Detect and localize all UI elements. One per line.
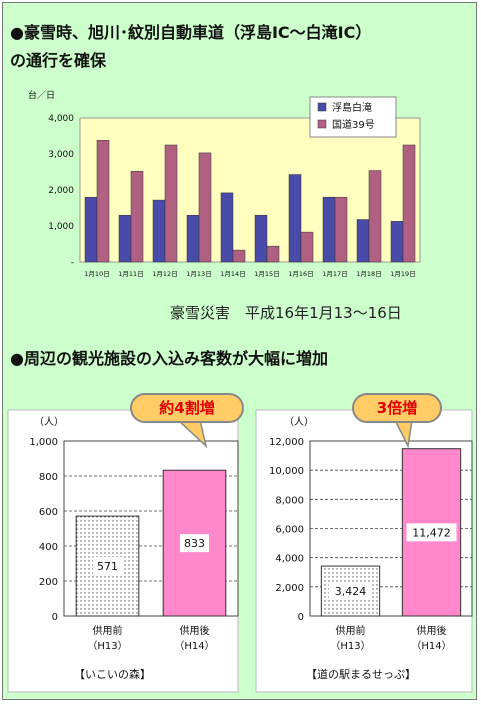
- c1-xtick-label: 供用前: [93, 624, 123, 637]
- traffic-bar-ukishima: [254, 214, 268, 263]
- right-chart-footer: 【道の駅まるせっぷ】: [306, 668, 416, 681]
- c2-ytick-label: 8,000: [275, 495, 304, 506]
- c2-ytick-label: 2,000: [275, 583, 304, 594]
- c2-ytick-label: 12,000: [269, 437, 304, 448]
- legend-label: 国道39号: [332, 118, 375, 131]
- traffic-xtick-label: 1月18日: [356, 270, 381, 278]
- right-callout: 3倍増: [352, 393, 442, 423]
- left-callout: 約4割増: [130, 393, 244, 423]
- c2-ytick-label: 0: [298, 612, 304, 623]
- traffic-bar-route39: [266, 245, 280, 263]
- c1-ytick-label: 0: [52, 612, 58, 623]
- c1-value-label: 833: [184, 537, 205, 550]
- traffic-ytick-label: 3,000: [48, 150, 74, 160]
- traffic-bar-route39: [130, 171, 144, 263]
- value-label-box: [180, 534, 209, 553]
- traffic-xtick-label: 1月13日: [186, 270, 211, 278]
- c1-ytick-label: 600: [39, 507, 58, 518]
- traffic-xtick-label: 1月14日: [220, 270, 245, 278]
- c2-xtick-sublabel: （H14）: [411, 640, 451, 652]
- c2-xtick-label: 供用後: [417, 624, 447, 637]
- value-label-box: [93, 557, 122, 576]
- left-chart-ylabel: （人）: [34, 416, 64, 428]
- c2-value-label: 11,472: [412, 526, 451, 539]
- c1-ytick-label: 800: [39, 472, 58, 483]
- traffic-ytick-label: 2,000: [48, 186, 74, 196]
- traffic-xtick-label: 1月10日: [84, 270, 109, 278]
- c1-value-label: 571: [97, 560, 118, 573]
- traffic-xtick-label: 1月16日: [288, 270, 313, 278]
- traffic-ytick-label: -: [71, 258, 74, 268]
- traffic-xtick-label: 1月17日: [322, 270, 347, 278]
- legend-swatch: [317, 119, 327, 129]
- legend-swatch: [317, 102, 327, 112]
- traffic-ytick-label: 4,000: [48, 114, 74, 124]
- traffic-bar-ukishima: [186, 214, 200, 263]
- c2-ytick-label: 4,000: [275, 554, 304, 565]
- traffic-chart-ylabel: 台／日: [28, 89, 55, 101]
- traffic-bar-route39: [164, 144, 178, 263]
- traffic-xtick-label: 1月19日: [390, 270, 415, 278]
- traffic-bar-route39: [198, 152, 212, 263]
- traffic-bar-ukishima: [390, 221, 404, 263]
- c1-ytick-label: 200: [39, 577, 58, 588]
- traffic-xtick-label: 1月12日: [152, 270, 177, 278]
- right-chart-ylabel: （人）: [284, 416, 314, 428]
- c1-xtick-sublabel: （H14）: [174, 640, 214, 652]
- c1-ytick-label: 1,000: [29, 437, 58, 448]
- traffic-bar-route39: [334, 196, 348, 263]
- traffic-bar-ukishima: [288, 174, 302, 263]
- c1-xtick-label: 供用後: [180, 624, 210, 637]
- heading-1-line-1: ●豪雪時、旭川･紋別自動車道（浮島IC～白滝IC）: [10, 23, 372, 42]
- traffic-bar-ukishima: [322, 196, 336, 263]
- traffic-bar-route39: [232, 249, 246, 263]
- traffic-bar-route39: [368, 170, 382, 263]
- c1-ytick-label: 400: [39, 542, 58, 553]
- traffic-ytick-label: 1,000: [48, 222, 74, 232]
- c1-bar-before: [75, 515, 140, 617]
- traffic-xtick-label: 1月15日: [254, 270, 279, 278]
- traffic-bar-ukishima: [220, 192, 234, 263]
- c2-xtick-label: 供用前: [336, 624, 366, 637]
- heading-1-line-2: の通行を確保: [10, 51, 107, 70]
- traffic-bar-ukishima: [118, 214, 132, 263]
- disaster-caption: 豪雪災害 平成16年1月13～16日: [170, 304, 402, 322]
- value-label-box: [329, 582, 372, 601]
- traffic-bar-route39: [402, 144, 416, 263]
- c2-ytick-label: 10,000: [269, 466, 304, 477]
- legend-label: 浮島白滝: [332, 101, 372, 114]
- c2-ytick-label: 6,000: [275, 525, 304, 536]
- left-chart-footer: 【いこいの森】: [74, 668, 151, 681]
- c2-value-label: 3,424: [335, 585, 367, 598]
- traffic-xtick-label: 1月11日: [118, 270, 143, 278]
- c1-plot-area: [63, 440, 239, 617]
- c2-xtick-sublabel: （H13）: [330, 640, 370, 652]
- traffic-bar-ukishima: [84, 196, 98, 263]
- traffic-bar-route39: [300, 231, 314, 263]
- traffic-bar-ukishima: [152, 199, 166, 263]
- c1-xtick-sublabel: （H13）: [87, 640, 127, 652]
- value-label-box: [406, 523, 457, 542]
- traffic-bar-route39: [96, 140, 110, 263]
- heading-2: ●周辺の観光施設の入込み客数が大幅に増加: [10, 349, 328, 368]
- traffic-bar-ukishima: [356, 219, 370, 263]
